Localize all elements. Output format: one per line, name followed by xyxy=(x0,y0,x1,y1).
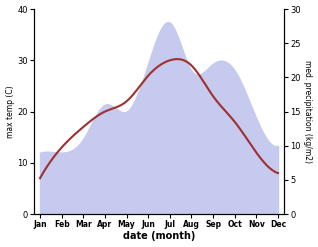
Y-axis label: med. precipitation (kg/m2): med. precipitation (kg/m2) xyxy=(303,60,313,163)
X-axis label: date (month): date (month) xyxy=(123,231,195,242)
Y-axis label: max temp (C): max temp (C) xyxy=(5,85,15,138)
